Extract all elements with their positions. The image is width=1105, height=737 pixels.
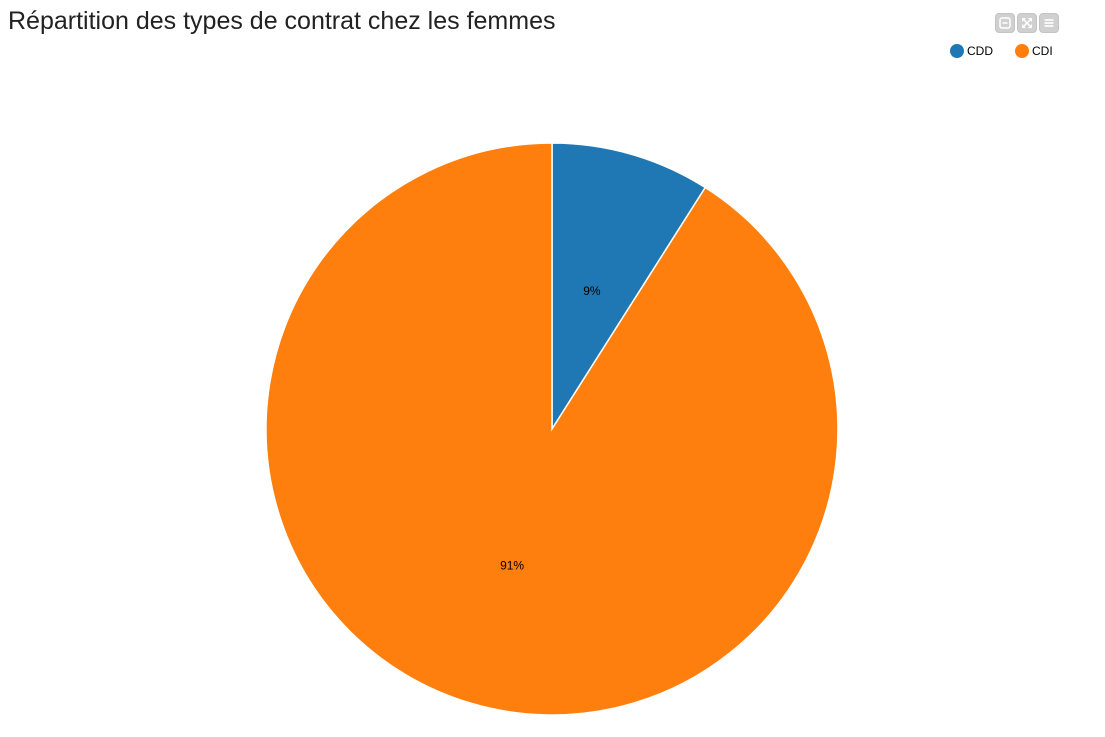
menu-button[interactable] [1039,13,1059,33]
pie-slice-cdi[interactable] [265,142,839,716]
fullscreen-button[interactable] [1017,13,1037,33]
legend-item-cdi[interactable]: CDI [1015,44,1053,58]
legend-label-cdi: CDI [1032,44,1053,58]
legend-item-cdd[interactable]: CDD [950,44,993,58]
menu-icon [1044,19,1054,27]
pie-slice-cdd[interactable] [551,142,707,432]
fullscreen-icon [1022,18,1032,28]
chart-title: Répartition des types de contrat chez le… [8,7,556,35]
minimize-icon [999,17,1011,29]
legend-swatch-cdi [1015,44,1029,58]
chart-toolbar [995,13,1059,33]
chart-legend: CDD CDI [950,44,1053,58]
minimize-button[interactable] [995,13,1015,33]
legend-swatch-cdd [950,44,964,58]
slice-label-cdi: 91% [500,558,524,572]
legend-label-cdd: CDD [967,44,993,58]
slice-label-cdd: 9% [583,284,601,298]
